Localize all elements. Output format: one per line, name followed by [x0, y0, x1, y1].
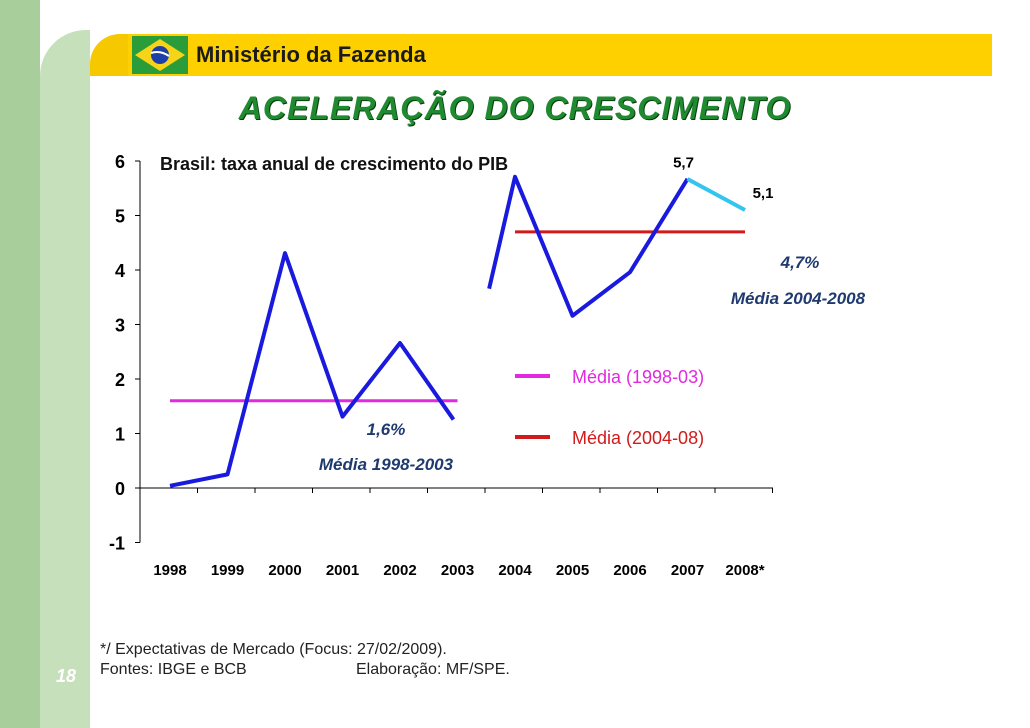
series-line-forecast	[686, 177, 746, 212]
y-tick-label: 0	[115, 479, 125, 499]
series-line-2004-2007	[487, 174, 690, 318]
series-line-1998-2003	[169, 251, 456, 488]
y-tick-label: 3	[115, 316, 125, 336]
left-decor-curve	[90, 86, 130, 728]
y-tick-label: -1	[109, 534, 125, 554]
average-value-2004-2008: 4,7%	[780, 253, 820, 272]
average-sublabel-1998-2003: Média 1998-2003	[319, 455, 454, 474]
x-tick-label: 2001	[326, 562, 359, 579]
data-label-2008: 5,1	[753, 185, 774, 202]
y-tick-label: 6	[115, 152, 125, 172]
y-tick-label: 1	[115, 425, 125, 445]
x-tick-label: 1998	[153, 562, 186, 579]
footnote-expectations: */ Expectativas de Mercado (Focus: 27/02…	[100, 641, 447, 658]
x-tick-label: 2005	[556, 562, 589, 579]
y-tick-label: 4	[115, 261, 125, 281]
chart-title: Brasil: taxa anual de crescimento do PIB	[160, 154, 508, 174]
slide-title: ACELERAÇÃO DO CRESCIMENTO	[238, 90, 792, 126]
legend-label: Média (1998-03)	[572, 367, 704, 387]
left-decor-bar	[0, 0, 40, 728]
legend-label: Média (2004-08)	[572, 428, 704, 448]
x-tick-label: 1999	[211, 562, 244, 579]
left-decor-inner	[40, 30, 90, 728]
brazil-flag-logo	[132, 36, 188, 74]
x-tick-label: 2002	[383, 562, 416, 579]
x-tick-label: 2004	[498, 562, 532, 579]
y-tick-label: 2	[115, 370, 125, 390]
x-tick-label: 2007	[671, 562, 704, 579]
footnote-elaboration: Elaboração: MF/SPE.	[356, 661, 510, 678]
x-tick-label: 2000	[268, 562, 301, 579]
x-tick-label: 2003	[441, 562, 474, 579]
average-value-1998-2003: 1,6%	[367, 420, 406, 439]
average-sublabel-2004-2008: Média 2004-2008	[731, 289, 866, 308]
x-tick-label: 2008*	[725, 562, 764, 579]
header-bar-inner	[128, 34, 992, 76]
data-label-2007: 5,7	[673, 154, 694, 171]
footnote-sources: Fontes: IBGE e BCB	[100, 661, 247, 678]
x-tick-label: 2006	[613, 562, 646, 579]
ministry-name: Ministério da Fazenda	[196, 42, 426, 67]
page-number: 18	[56, 666, 77, 686]
y-tick-label: 5	[115, 207, 125, 227]
